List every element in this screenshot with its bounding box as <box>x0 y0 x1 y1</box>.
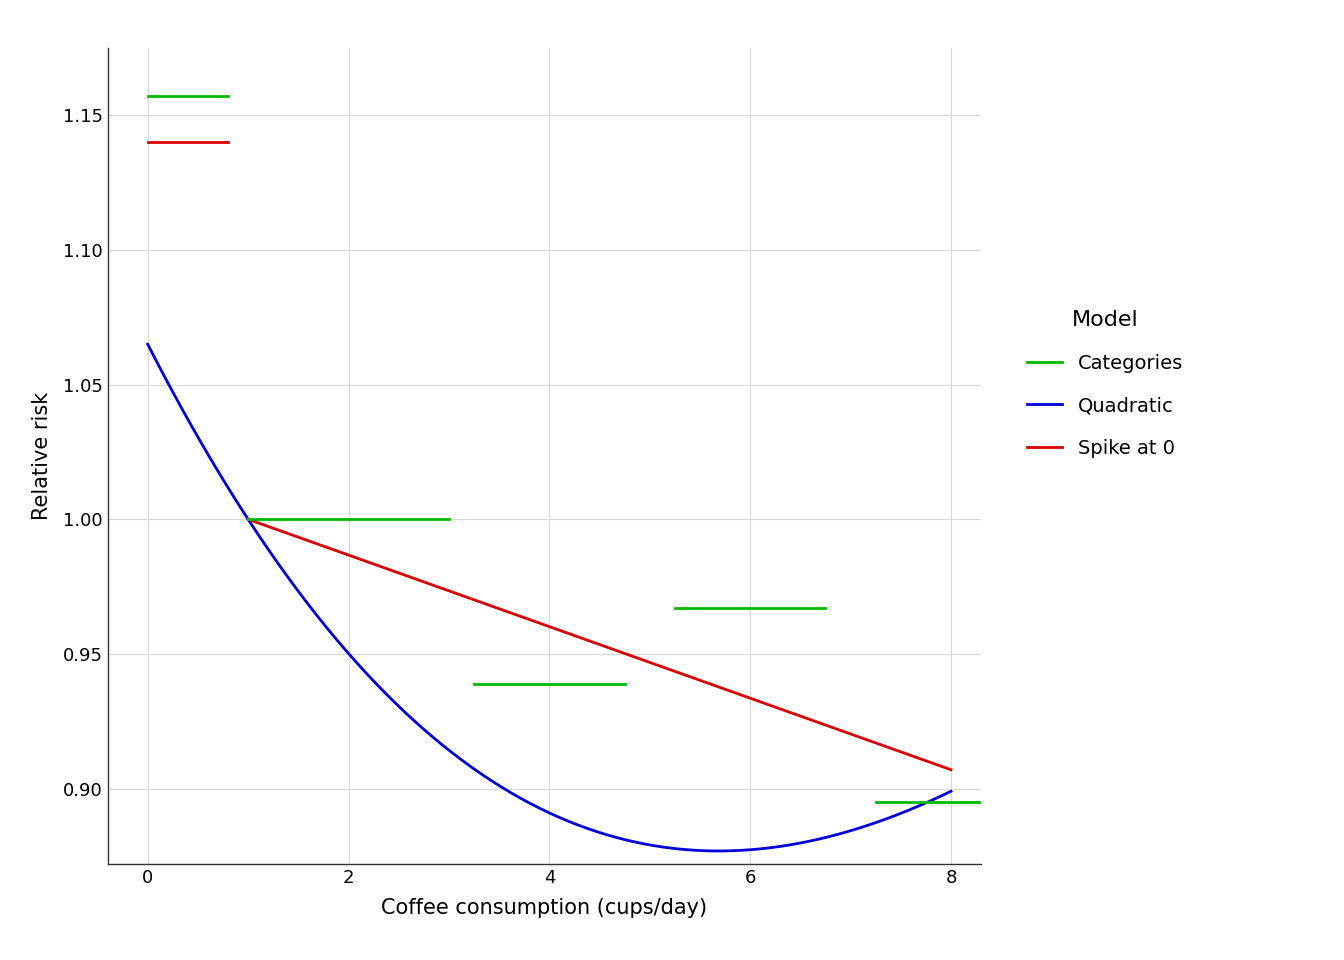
Legend: Categories, Quadratic, Spike at 0: Categories, Quadratic, Spike at 0 <box>1017 300 1193 468</box>
Y-axis label: Relative risk: Relative risk <box>31 392 51 520</box>
X-axis label: Coffee consumption (cups/day): Coffee consumption (cups/day) <box>382 898 707 918</box>
